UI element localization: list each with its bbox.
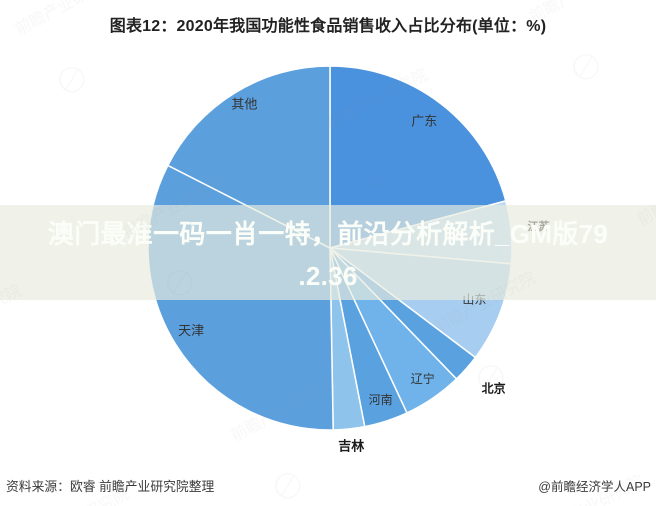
svg-text:辽宁: 辽宁 (411, 371, 435, 386)
svg-text:河南: 河南 (369, 392, 393, 407)
svg-text:天津: 天津 (178, 323, 204, 338)
svg-text:广东: 广东 (411, 113, 437, 128)
svg-text:吉林: 吉林 (338, 439, 364, 454)
svg-text:北京: 北京 (482, 381, 506, 396)
svg-text:其他: 其他 (231, 96, 257, 111)
